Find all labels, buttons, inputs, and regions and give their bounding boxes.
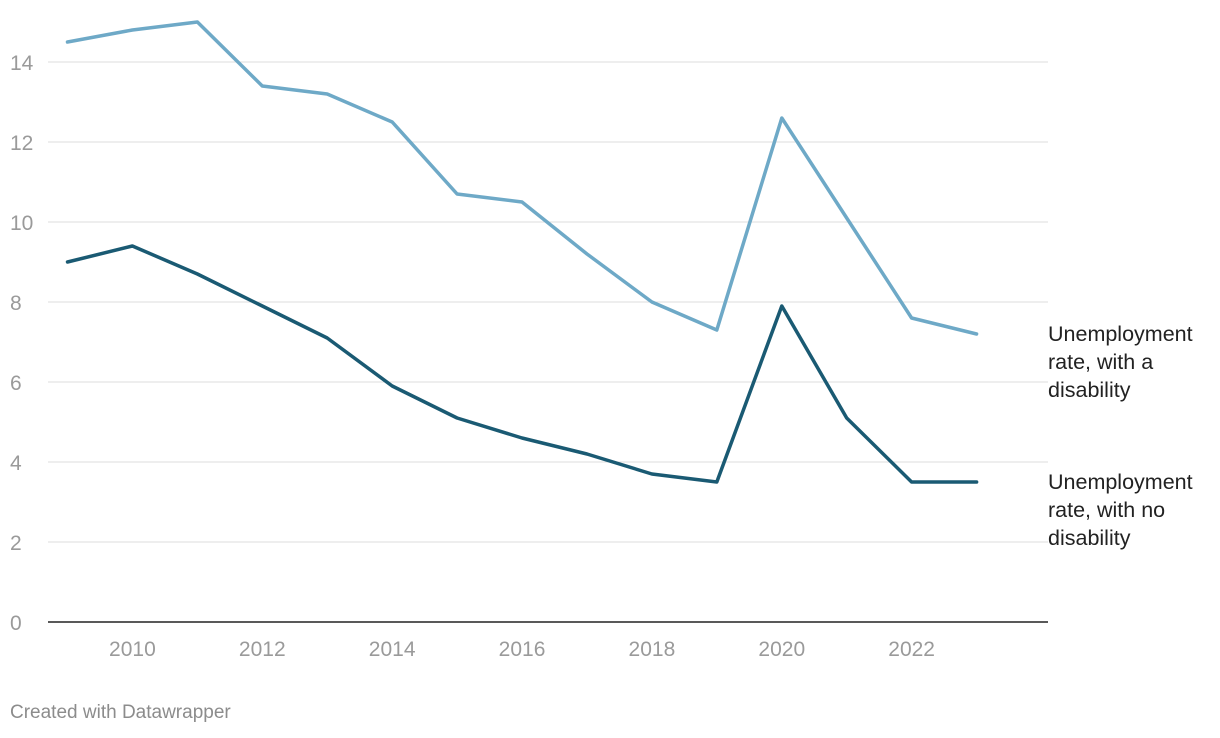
x-tick-label: 2012	[239, 638, 286, 661]
x-axis-ticks: 2010 2012 2014 2016 2018 2020 2022	[109, 638, 935, 661]
series-line-with-disability	[65, 20, 979, 336]
y-tick-label: 0	[10, 612, 22, 635]
y-tick-label: 4	[10, 452, 22, 475]
x-tick-label: 2022	[888, 638, 935, 661]
series-label-no-disability: Unemployment rate, with no disability	[1048, 470, 1193, 550]
y-tick-label: 2	[10, 532, 22, 555]
series-layer	[65, 20, 979, 484]
y-tick-label: 12	[10, 132, 33, 155]
credit-text: Created with Datawrapper	[10, 702, 231, 723]
series-line-no-disability	[65, 244, 979, 484]
y-axis-ticks: 0 2 4 6 8 10 12 14	[10, 52, 34, 635]
y-tick-label: 6	[10, 372, 22, 395]
x-tick-label: 2010	[109, 638, 156, 661]
x-tick-label: 2020	[758, 638, 805, 661]
y-tick-label: 8	[10, 292, 22, 315]
y-tick-label: 14	[10, 52, 34, 75]
y-tick-label: 10	[10, 212, 33, 235]
x-tick-label: 2016	[499, 638, 546, 661]
series-label-with-disability: Unemployment rate, with a disability	[1048, 322, 1193, 402]
grid-layer	[48, 61, 1048, 623]
x-tick-label: 2014	[369, 638, 416, 661]
x-tick-label: 2018	[629, 638, 676, 661]
